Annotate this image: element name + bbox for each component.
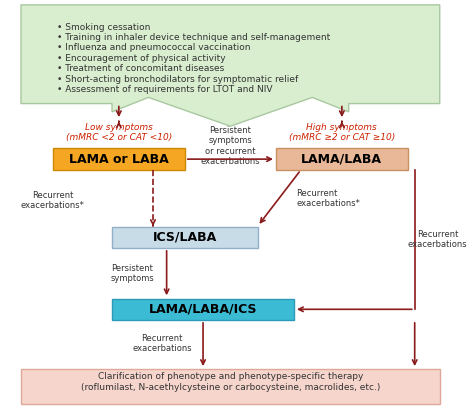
Text: Clarification of phenotype and phenotype-specific therapy
(roflumilast, N-acethy: Clarification of phenotype and phenotype… <box>81 372 380 392</box>
Text: Persistent
symptoms: Persistent symptoms <box>110 264 155 283</box>
Text: Low symptoms
(mMRC <2 or CAT <10): Low symptoms (mMRC <2 or CAT <10) <box>66 123 172 142</box>
FancyBboxPatch shape <box>53 148 185 170</box>
FancyBboxPatch shape <box>112 299 294 320</box>
Polygon shape <box>21 5 440 126</box>
Text: ICS/LABA: ICS/LABA <box>153 231 217 244</box>
Text: Recurrent
exacerbations*: Recurrent exacerbations* <box>296 188 360 208</box>
Polygon shape <box>21 369 440 404</box>
Text: Recurrent
exacerbations: Recurrent exacerbations <box>408 230 467 249</box>
Text: Recurrent
exacerbations*: Recurrent exacerbations* <box>21 191 85 210</box>
Text: Persistent
symptoms
or recurrent
exacerbations: Persistent symptoms or recurrent exacerb… <box>201 126 260 166</box>
Text: • Smoking cessation
• Training in inhaler device technique and self-management
•: • Smoking cessation • Training in inhale… <box>57 23 331 94</box>
Text: LAMA or LABA: LAMA or LABA <box>69 153 169 166</box>
FancyBboxPatch shape <box>276 148 408 170</box>
Text: LAMA/LABA: LAMA/LABA <box>301 153 383 166</box>
FancyBboxPatch shape <box>112 226 258 248</box>
Text: High symptoms
(mMRC ≥2 or CAT ≥10): High symptoms (mMRC ≥2 or CAT ≥10) <box>289 123 395 142</box>
Text: Recurrent
exacerbations: Recurrent exacerbations <box>132 334 192 353</box>
Text: LAMA/LABA/ICS: LAMA/LABA/ICS <box>149 303 257 316</box>
